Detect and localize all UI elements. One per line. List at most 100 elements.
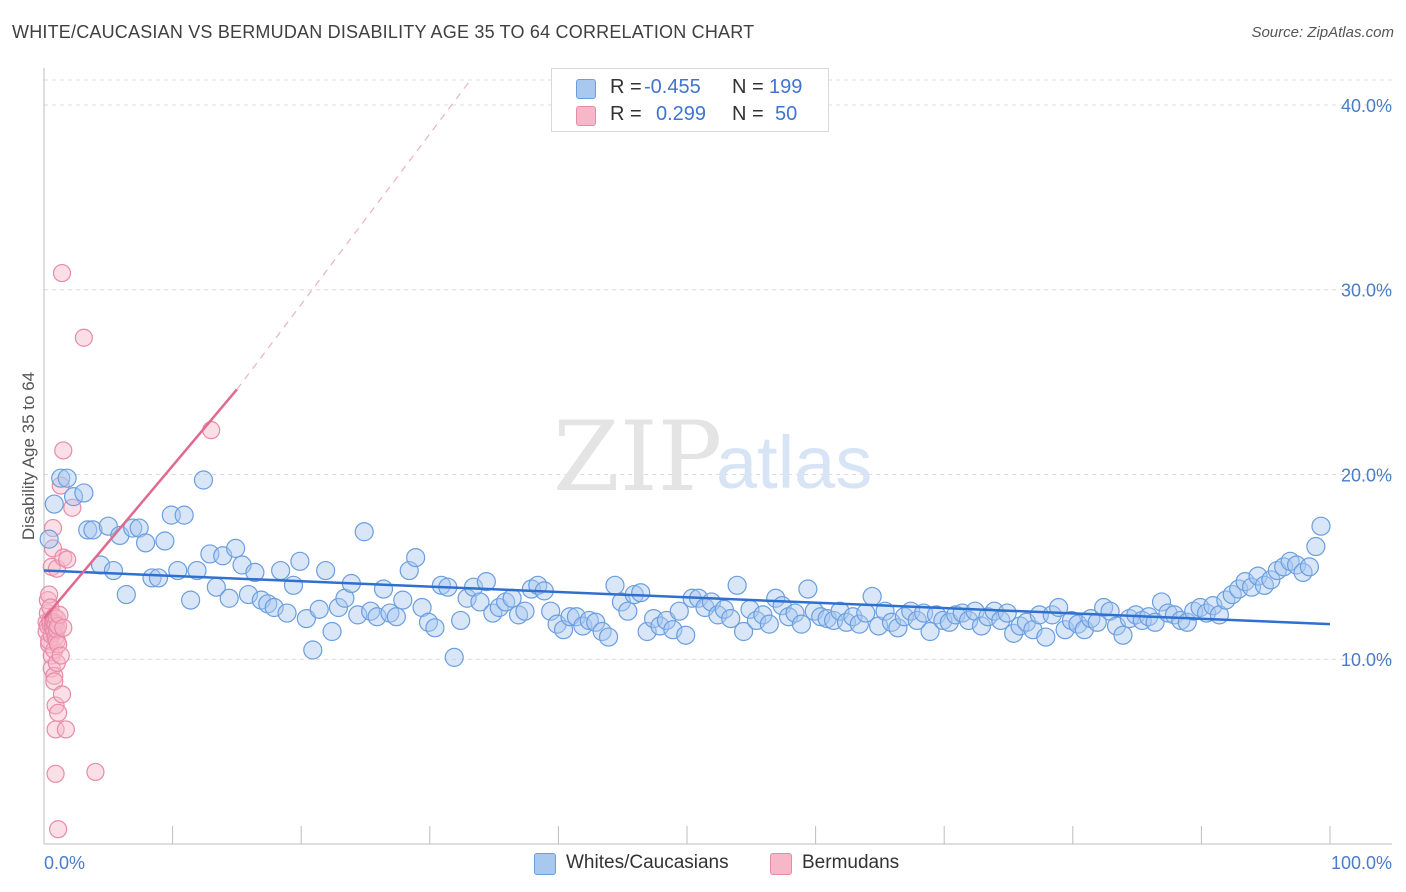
chart-source: Source: ZipAtlas.com — [1251, 24, 1394, 41]
whites-point — [939, 612, 959, 632]
legend-r-label: R = — [610, 103, 642, 125]
watermark-atlas: atlas — [716, 421, 872, 504]
whites-point — [386, 607, 406, 627]
whites-point — [1004, 623, 1024, 643]
legend-item-whites: Whites/Caucasians — [534, 852, 754, 876]
whites-point — [290, 551, 310, 571]
bermudans-point — [86, 762, 105, 782]
whites-point — [103, 560, 124, 581]
whites-point — [888, 618, 908, 638]
chart-title: WHITE/CAUCASIAN VS BERMUDAN DISABILITY A… — [12, 22, 755, 42]
whites-point — [579, 610, 599, 631]
whites-trend-line — [43, 569, 1331, 626]
x-tick-label: 100.0% — [1331, 853, 1392, 873]
bermudans-point — [47, 559, 66, 578]
bermudans-point — [46, 764, 65, 783]
whites-point — [598, 627, 619, 647]
legend-n-value: 199 — [769, 76, 803, 98]
whites-point — [785, 603, 805, 623]
whites-point — [283, 575, 304, 595]
bermudans-points — [37, 263, 221, 839]
whites-point — [618, 601, 638, 621]
whites-point — [51, 468, 71, 488]
whites-point — [849, 614, 869, 634]
bermudans-point — [202, 421, 221, 440]
whites-point — [74, 483, 94, 503]
whites-point — [1299, 557, 1320, 577]
whites-point — [425, 618, 445, 638]
bermudans-point — [46, 696, 65, 715]
whites-points — [39, 468, 1331, 667]
whites-point — [669, 601, 689, 621]
whites-point — [605, 575, 625, 595]
whites-point — [1042, 605, 1062, 625]
whites-point — [843, 607, 863, 627]
whites-point — [444, 647, 464, 667]
whites-point — [1171, 610, 1191, 631]
bermudans-trend-line — [43, 388, 238, 620]
whites-point — [277, 603, 297, 623]
whites-point — [322, 621, 342, 642]
whites-point — [1113, 625, 1133, 645]
watermark: ZIP atlas — [553, 401, 872, 513]
legend-r-label: R = — [610, 76, 642, 98]
bermudans-point — [49, 703, 68, 722]
whites-point — [187, 560, 207, 581]
whites-point — [296, 608, 316, 629]
whites-point — [560, 607, 580, 627]
whites-point — [135, 533, 156, 553]
bermudans-point — [49, 635, 68, 654]
whites-point — [862, 586, 882, 607]
whites-point — [271, 560, 291, 581]
legend-n-value: 50 — [775, 103, 798, 125]
bermudans-point — [51, 646, 70, 665]
whites-point — [393, 590, 413, 610]
whites-point — [676, 625, 696, 645]
legend-label-bermudans: Bermudans — [802, 852, 900, 873]
bermudans-trend-extension — [236, 82, 469, 390]
whites-point — [766, 588, 786, 608]
whites-point — [174, 505, 194, 525]
legend-n-label: N = — [732, 103, 764, 125]
legend-row-whites: R = -0.455 N = 199 — [576, 76, 816, 100]
whites-point — [63, 487, 84, 507]
whites-point — [181, 590, 201, 610]
bermudans-point — [56, 720, 75, 739]
bermudans-point — [54, 618, 73, 637]
trend-lines — [43, 82, 1331, 626]
whites-point — [451, 610, 471, 631]
bermudans-point — [74, 328, 93, 347]
bermudans-point — [40, 585, 59, 604]
bermudans-point — [49, 820, 68, 839]
bermudans-point — [51, 476, 70, 495]
x-tick-label: 0.0% — [44, 853, 85, 873]
whites-point — [155, 531, 175, 551]
whites-point — [759, 614, 779, 634]
whites-point — [727, 575, 747, 595]
bermudans-point — [58, 550, 77, 569]
whites-point — [721, 608, 741, 629]
legend-swatch-bermudans — [770, 853, 792, 875]
whites-point — [245, 562, 265, 583]
y-tick-label: 10.0% — [1341, 650, 1392, 670]
whites-point — [309, 599, 329, 619]
whites-point — [116, 584, 136, 605]
whites-point — [39, 529, 59, 549]
whites-point — [476, 572, 496, 592]
whites-point — [406, 548, 426, 568]
legend-r-value: -0.455 — [644, 76, 701, 98]
whites-point — [354, 522, 374, 542]
bermudans-point — [43, 518, 63, 538]
whites-point — [470, 592, 490, 612]
legend-swatch-whites — [576, 79, 596, 99]
whites-point — [316, 560, 336, 581]
whites-point — [798, 579, 818, 599]
whites-point — [44, 494, 64, 514]
whites-point — [83, 520, 103, 540]
whites-point — [1311, 516, 1331, 536]
whites-point — [997, 603, 1017, 623]
bermudans-point — [52, 685, 72, 704]
whites-point — [142, 568, 162, 588]
whites-point — [907, 610, 927, 631]
